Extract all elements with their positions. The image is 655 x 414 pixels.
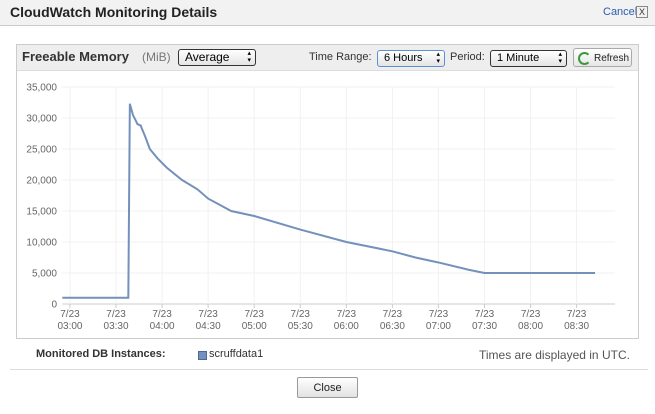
x-tick-label: 7/23 07:00: [426, 309, 451, 332]
x-tick-label: 7/23 04:00: [150, 309, 175, 332]
chart-panel: [16, 44, 639, 339]
refresh-icon: [578, 52, 591, 65]
metric-unit: (MiB): [142, 50, 171, 64]
y-tick-label: 15,000: [26, 207, 57, 218]
x-tick-label: 7/23 05:00: [242, 309, 267, 332]
x-tick-label: 7/23 05:30: [288, 309, 313, 332]
legend-label[interactable]: scruffdata1: [209, 348, 264, 360]
monitored-label: Monitored DB Instances:: [36, 348, 166, 360]
y-tick-label: 35,000: [26, 83, 57, 94]
period-label: Period:: [450, 51, 485, 63]
y-tick-label: 20,000: [26, 176, 57, 187]
y-tick-label: 10,000: [26, 238, 57, 249]
x-tick-label: 7/23 08:00: [518, 309, 543, 332]
period-select[interactable]: 1 Minute: [490, 50, 567, 67]
x-tick-label: 7/23 06:00: [334, 309, 359, 332]
y-tick-label: 30,000: [26, 114, 57, 125]
utc-note: Times are displayed in UTC.: [479, 348, 630, 362]
time-range-select[interactable]: 6 Hours: [377, 50, 445, 67]
x-tick-label: 7/23 06:30: [380, 309, 405, 332]
metric-name: Freeable Memory: [22, 49, 129, 64]
close-button[interactable]: Close: [297, 377, 358, 398]
statistic-select[interactable]: Average: [178, 49, 256, 66]
divider: [10, 369, 648, 370]
time-range-label: Time Range:: [309, 51, 372, 63]
title-bar: [0, 0, 655, 26]
x-tick-label: 7/23 03:00: [57, 309, 82, 332]
cancel-icon[interactable]: X: [636, 6, 648, 18]
y-tick-label: 25,000: [26, 145, 57, 156]
data-line: [62, 103, 596, 299]
x-tick-label: 7/23 03:30: [104, 309, 129, 332]
y-tick-label: 0: [51, 300, 57, 311]
dialog-title: CloudWatch Monitoring Details: [10, 4, 218, 20]
x-tick-label: 7/23 08:30: [564, 309, 589, 332]
x-tick-label: 7/23 04:30: [196, 309, 221, 332]
legend-swatch: [198, 351, 207, 360]
x-tick-label: 7/23 07:30: [472, 309, 497, 332]
y-tick-label: 5,000: [32, 269, 57, 280]
cancel-link[interactable]: Cancel: [603, 6, 638, 18]
